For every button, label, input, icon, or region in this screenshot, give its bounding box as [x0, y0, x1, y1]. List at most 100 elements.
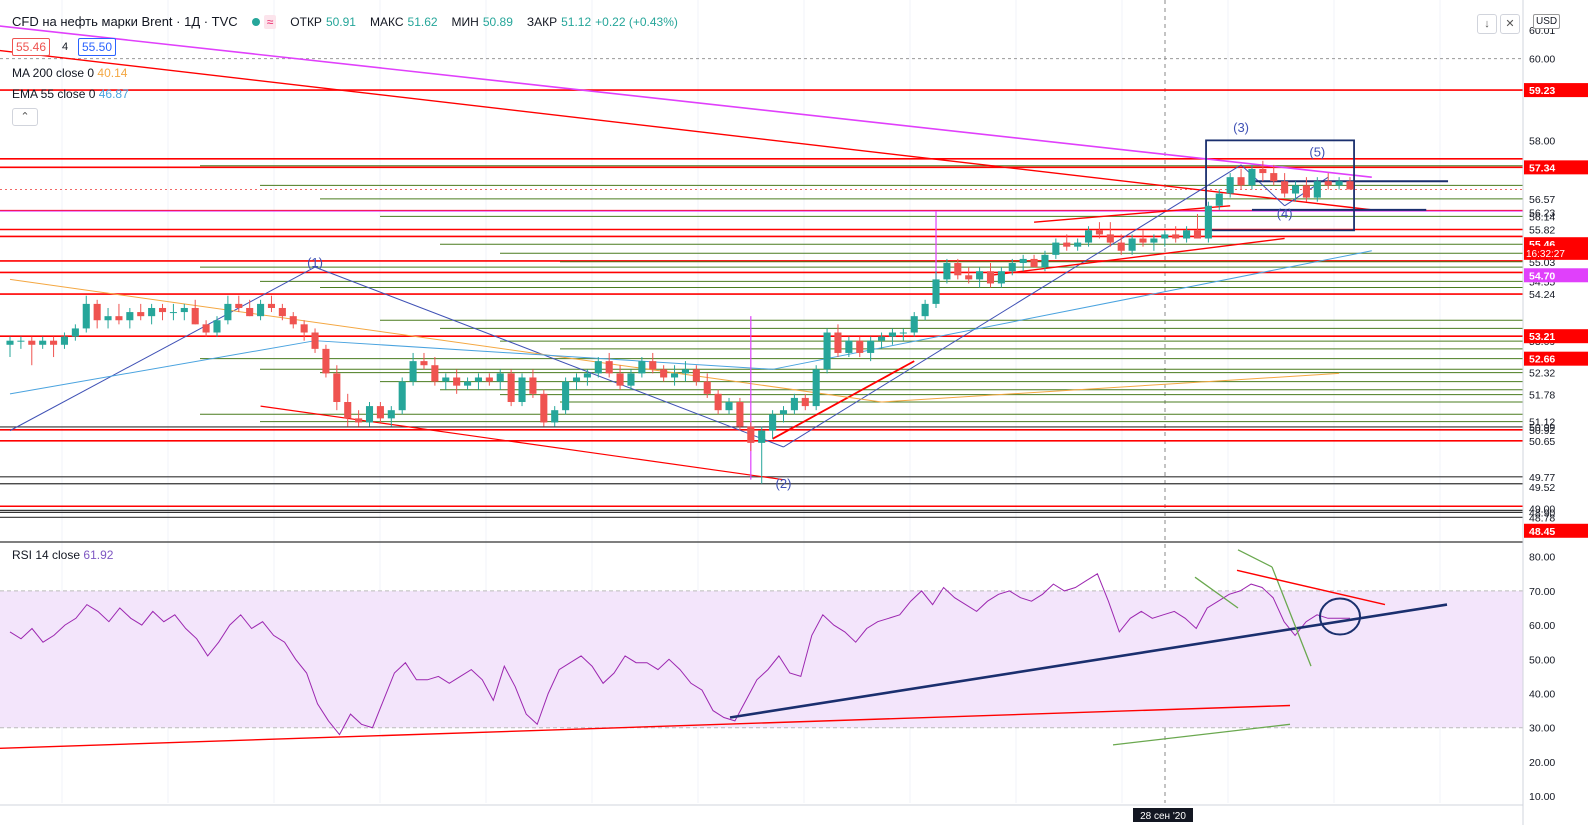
ema55-line [315, 340, 773, 370]
price-tick-label: 50.99 [1529, 422, 1555, 434]
ema55-legend[interactable]: EMA 55 close 0 46.87 [12, 87, 129, 101]
wave-label: (4) [1277, 206, 1293, 221]
rsi-tick-label: 40.00 [1529, 689, 1555, 701]
rsi-red-resistance [1236, 569, 1386, 606]
currency-badge[interactable]: USD [1533, 14, 1561, 29]
open-value: 50.91 [325, 14, 356, 29]
rsi-red-support [0, 704, 1291, 749]
wave-icon[interactable]: ≈ [263, 14, 277, 29]
candle-body [583, 373, 591, 378]
candle-body [1226, 177, 1234, 194]
candle-body [899, 332, 907, 334]
symbol-title[interactable]: CFD на нефть марки Brent · 1Д · TVC [12, 14, 238, 29]
rsi-tick-label: 80.00 [1529, 552, 1555, 564]
rsi-line [0, 549, 1448, 749]
candle-body [1291, 185, 1300, 194]
chevron-up-icon: ⌃ [20, 111, 30, 123]
wave-label: (1) [307, 255, 323, 270]
axis-background [1523, 0, 1589, 825]
candle-body [333, 373, 341, 403]
candle-body [50, 340, 58, 345]
candle-body [867, 340, 875, 353]
candle-body [725, 402, 733, 411]
price-label-box [1524, 351, 1588, 366]
price-tick-label: 49.00 [1529, 503, 1555, 515]
candle-body [115, 316, 123, 321]
candle-body [1313, 181, 1321, 198]
ask-price[interactable]: 55.50 [78, 38, 117, 56]
candle-body [1041, 254, 1049, 268]
price-tick-label: 58.00 [1529, 135, 1555, 147]
candle-body [1193, 230, 1202, 239]
candle-body [300, 324, 308, 333]
candle-body [627, 373, 635, 386]
candle-body [965, 275, 973, 280]
wave-line [9, 266, 316, 432]
candle-body [365, 406, 374, 423]
price-tick-label: 49.77 [1529, 472, 1555, 484]
arrow-down-icon: ↓ [1484, 18, 1490, 30]
candle-body [235, 303, 243, 308]
horizontal-levels [0, 58, 1523, 518]
candle-body [453, 377, 461, 386]
high-label: МАКС [369, 14, 404, 29]
price-tick-label: 48.90 [1529, 507, 1555, 519]
price-tick-label: 54.24 [1529, 289, 1555, 301]
candle-body [649, 361, 657, 370]
price-label-box [1524, 83, 1588, 98]
candle-body [158, 307, 167, 313]
candle-body [954, 263, 962, 276]
ema55-value: 46.87 [98, 87, 129, 101]
wave-line [1240, 164, 1285, 207]
price-label-text: 52.66 [1529, 354, 1555, 366]
candle-body [1248, 168, 1256, 186]
candle-body [638, 361, 646, 374]
market-status-icon [251, 17, 260, 26]
channel-line [772, 360, 915, 440]
box-annotation [1205, 139, 1355, 232]
candle-body [605, 361, 613, 374]
candle-body [137, 312, 145, 317]
close-button[interactable]: ✕ [1500, 14, 1520, 34]
candle-body [257, 303, 265, 317]
candle-body [856, 340, 864, 353]
candle-body [126, 312, 134, 321]
candle-body [1095, 230, 1103, 235]
candle-body [932, 279, 940, 304]
price-tick-label: 48.78 [1529, 512, 1555, 524]
rsi-legend[interactable]: RSI 14 close 61.92 [12, 548, 113, 562]
bid-price[interactable]: 55.46 [12, 38, 51, 56]
candle-body [278, 307, 286, 317]
candle-body [910, 316, 918, 333]
candle-body [616, 373, 624, 386]
candle-body [779, 410, 788, 415]
spread-qty: 4 [62, 41, 69, 53]
candle-body [1324, 181, 1332, 186]
collapse-legend-button[interactable]: ⌃ [12, 108, 38, 126]
candle-body [562, 381, 570, 411]
date-label-box [1133, 808, 1193, 822]
ma200-legend[interactable]: MA 200 close 0 40.14 [12, 66, 127, 80]
price-tick-label: 52.32 [1529, 368, 1555, 380]
candle-body [1150, 238, 1158, 243]
candle-body [518, 377, 526, 403]
candle-body [496, 373, 504, 382]
candle-body [790, 397, 798, 411]
price-label-text: 57.34 [1529, 162, 1555, 174]
price-label-text: 53.21 [1529, 331, 1555, 343]
rsi-circle-annotation [1319, 597, 1361, 636]
candle-body [1128, 238, 1136, 251]
download-button[interactable]: ↓ [1477, 14, 1497, 34]
high-value: 51.62 [407, 14, 438, 29]
price-label-text: 54.70 [1529, 270, 1555, 282]
candle-body [572, 377, 581, 382]
candle-body [1063, 242, 1071, 247]
candle-body [474, 377, 482, 382]
rsi-band [0, 590, 1523, 729]
rsi-green-line [1112, 723, 1291, 746]
candle-body [943, 263, 951, 280]
candle-body [191, 307, 199, 325]
price-label-box [1524, 523, 1588, 538]
